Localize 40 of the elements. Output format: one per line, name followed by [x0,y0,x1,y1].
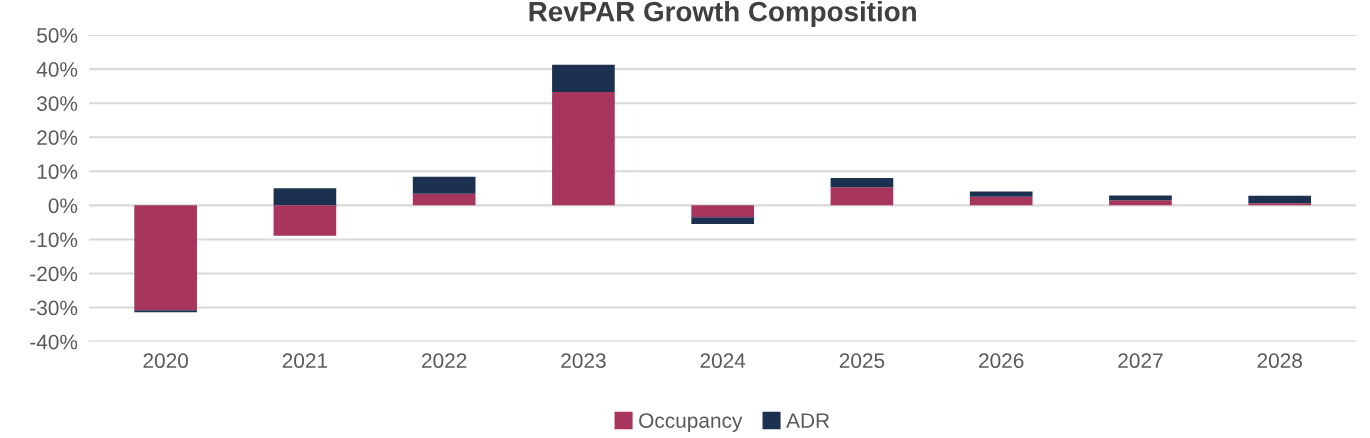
bar [552,91,615,206]
x-tick-label: 2024 [700,353,746,369]
bar [552,64,615,92]
y-tick-label: 0% [48,198,78,214]
y-tick-label: 20% [37,130,78,145]
bar [830,178,894,188]
bar [273,205,337,236]
bar [691,205,755,218]
y-tick-label: 50% [37,28,78,43]
legend-label: ADR [786,413,830,428]
y-tick-label: 10% [37,164,78,180]
x-tick-label: 2026 [979,353,1024,369]
x-tick-label: 2021 [282,353,328,369]
bar [1248,195,1312,204]
bar [134,205,197,311]
bar [1109,195,1172,201]
x-tick-label: 2023 [561,353,606,369]
bar [969,196,1033,206]
bar [134,310,197,313]
chart-title: RevPAR Growth Composition [529,1,916,27]
x-tick-label: 2025 [839,353,885,369]
y-tick-label: -30% [30,300,78,316]
x-tick-label: 2028 [1257,353,1302,369]
x-tick-label: 2027 [1118,353,1163,369]
bar [1248,203,1312,206]
bar [273,188,337,206]
x-tick-label: 2020 [143,353,188,369]
y-tick-label: -10% [30,232,78,248]
bar [969,191,1033,197]
legend-label: Occupancy [639,413,743,433]
y-tick-label: 30% [37,96,78,111]
bar [412,193,476,206]
bar [830,187,894,206]
y-tick-label: 40% [36,62,78,77]
y-tick-label: -20% [30,266,78,282]
bar [412,176,476,194]
y-tick-label: -40% [30,334,78,350]
bar [691,217,755,225]
bar [1109,200,1172,206]
x-tick-label: 2022 [422,353,467,369]
